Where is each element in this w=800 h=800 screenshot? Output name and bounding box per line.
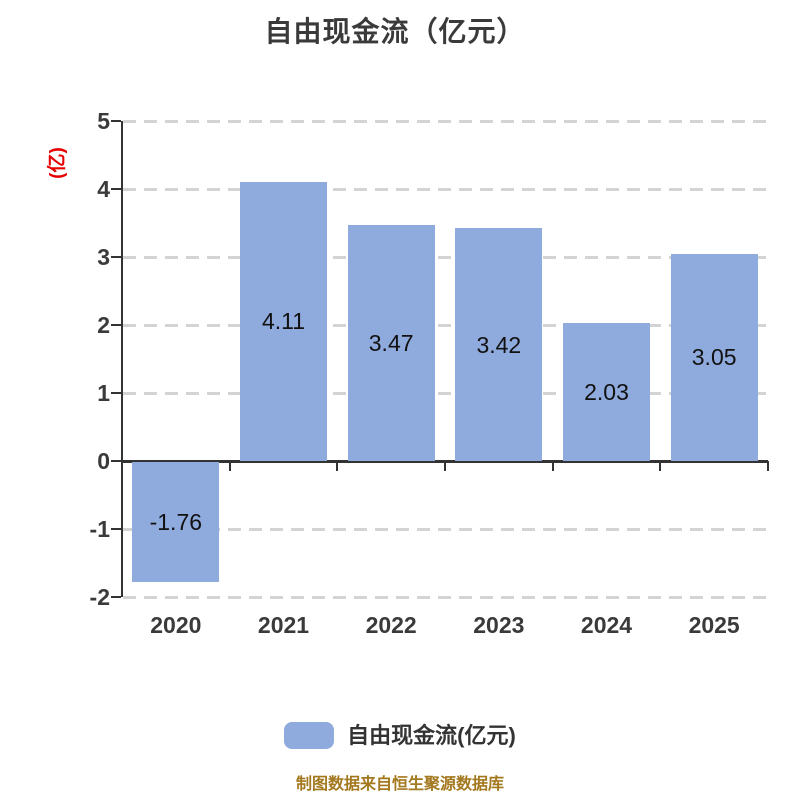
y-axis-spine	[121, 121, 123, 597]
bar-2021	[240, 181, 327, 461]
x-tick-label: 2023	[473, 612, 525, 638]
y-axis-tick	[111, 392, 121, 394]
y-axis-tick	[111, 120, 121, 122]
chart-title: 自由现金流（亿元）	[264, 16, 526, 47]
y-tick-label: 4	[97, 176, 110, 202]
gridline	[123, 120, 768, 123]
y-axis-tick	[111, 188, 121, 190]
x-axis-tick	[228, 461, 231, 471]
y-axis-tick	[111, 256, 121, 258]
x-axis-tick	[336, 461, 339, 471]
bar-value-label: 3.42	[476, 331, 522, 358]
bar-value-label: 4.11	[261, 308, 306, 335]
y-tick-label: 1	[97, 380, 110, 406]
gridline	[123, 324, 768, 327]
bar-2023	[455, 228, 543, 461]
bar-value-label: 3.05	[691, 344, 737, 371]
bar-value-label: 2.03	[584, 378, 629, 405]
gridline	[123, 596, 768, 599]
x-tick-label: 2024	[580, 612, 633, 638]
x-axis-tick	[444, 461, 446, 471]
bar-value-label: -1.76	[149, 508, 203, 535]
bar-2020	[132, 462, 220, 582]
x-axis-tick	[767, 461, 769, 471]
y-axis-tick	[111, 528, 121, 530]
gridline	[123, 392, 768, 395]
x-tick-label: 2021	[257, 612, 310, 638]
x-tick-label: 2022	[365, 612, 417, 638]
bar-value-label: 3.47	[368, 330, 414, 357]
x-tick-label: 2020	[150, 612, 202, 638]
y-tick-label: 5	[97, 108, 110, 134]
legend: 自由现金流(亿元)	[0, 722, 800, 749]
y-tick-label: -2	[89, 584, 110, 610]
y-tick-label: -1	[89, 516, 110, 542]
gridline	[123, 256, 768, 259]
bar-2022	[347, 225, 435, 461]
legend-label: 自由现金流(亿元)	[347, 723, 516, 748]
y-tick-label: 3	[97, 244, 110, 270]
y-axis-tick	[111, 324, 121, 326]
bar-2024	[563, 322, 650, 461]
y-axis-tick	[111, 596, 121, 598]
y-tick-label: 0	[97, 448, 110, 474]
x-tick-label: 2025	[688, 612, 740, 638]
legend-swatch	[284, 722, 335, 749]
gridline	[123, 188, 768, 191]
x-axis-tick	[659, 461, 662, 471]
gridline	[123, 528, 768, 531]
footer-note: 制图数据来自恒生聚源数据库	[295, 776, 504, 793]
y-tick-label: 2	[97, 312, 110, 338]
bar-2025	[670, 253, 758, 461]
plot-area: 5 4 3 2 1 0 -1 -2 -1.76 2020 4.11 2021 3.47 2022 3.42 2…	[90, 108, 769, 638]
y-axis-tick	[111, 460, 121, 462]
x-axis-tick	[551, 461, 554, 471]
